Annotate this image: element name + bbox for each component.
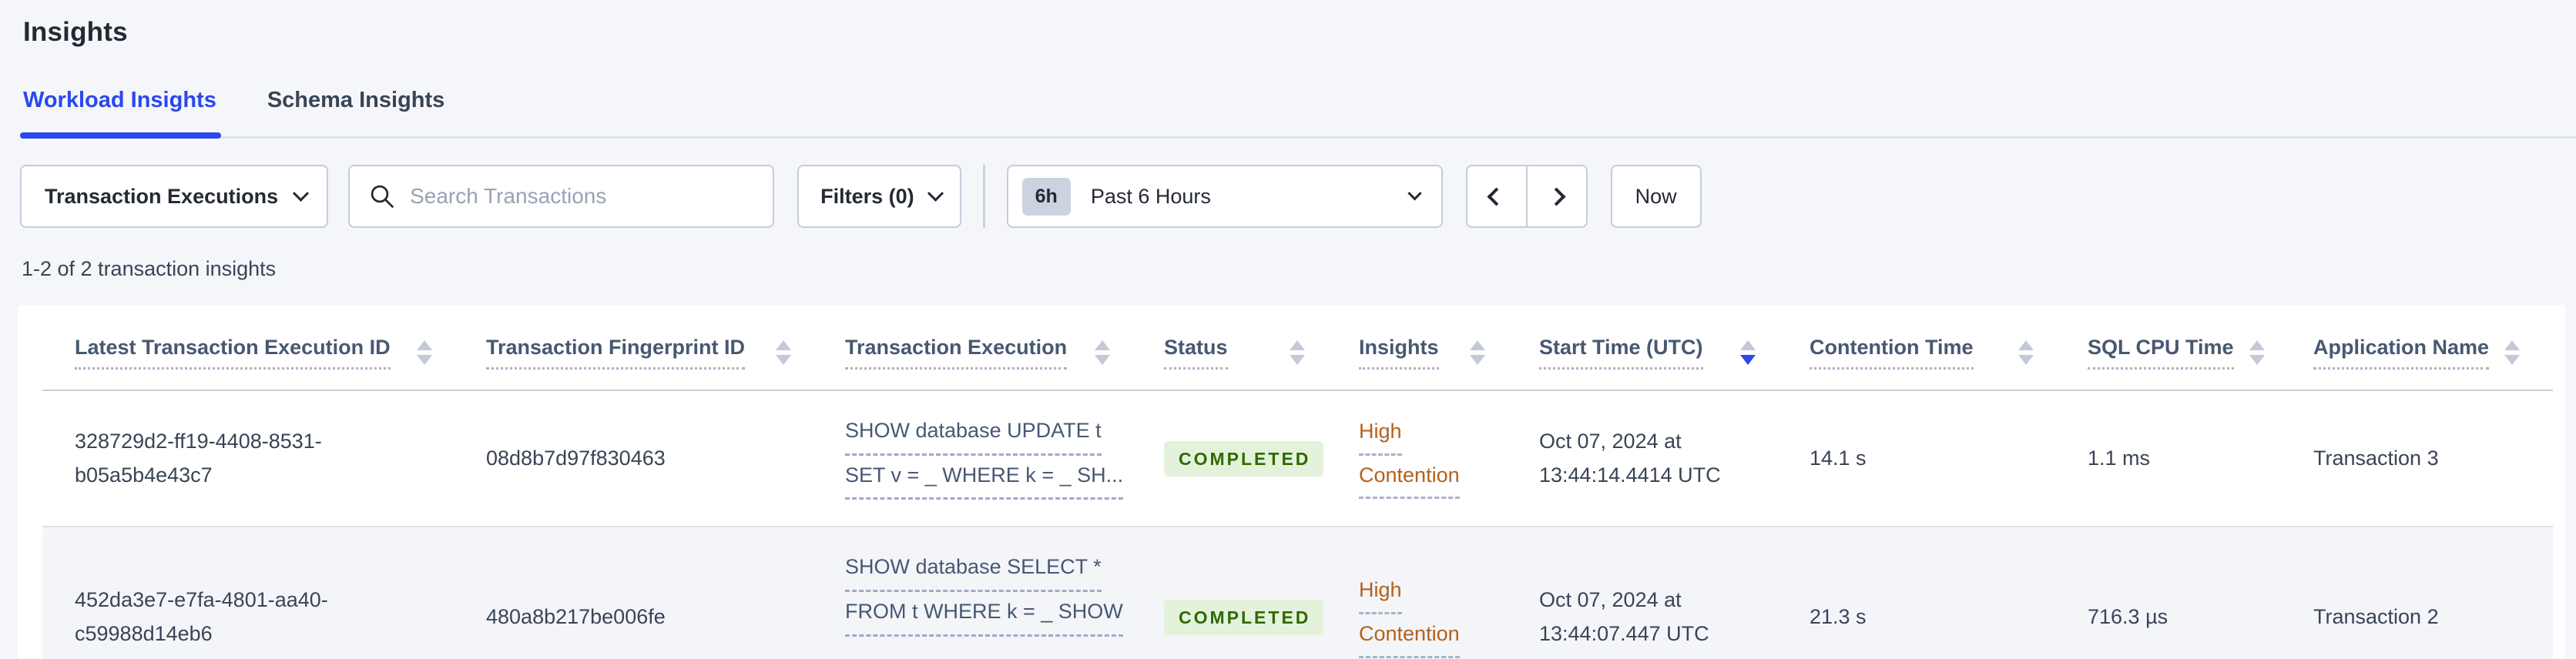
search-input[interactable] — [410, 184, 755, 209]
status-badge: COMPLETED — [1164, 600, 1324, 636]
report-type-dropdown-label: Transaction Executions — [45, 184, 279, 208]
next-time-button[interactable] — [1525, 165, 1588, 228]
time-range-picker[interactable]: 6h Past 6 Hours — [1006, 165, 1443, 228]
time-pager — [1465, 165, 1588, 228]
chevron-right-icon — [1547, 186, 1566, 206]
chevron-down-icon — [292, 185, 310, 202]
column-header-status[interactable]: Status — [1164, 305, 1359, 391]
status-cell: COMPLETED — [1164, 390, 1359, 527]
execution-id-cell: 452da3e7-e7fa-4801-aa40-c59988d14eb6 — [75, 588, 328, 646]
search-box[interactable] — [348, 165, 775, 228]
tab-schema-insights[interactable]: Schema Insights — [267, 88, 444, 139]
start-time-line: 13:44:14.4414 UTC — [1539, 463, 1721, 487]
sql-cpu-time-cell: 1.1 ms — [2088, 446, 2151, 470]
column-label: Status — [1164, 336, 1228, 370]
tab-schema-insights-label: Schema Insights — [267, 88, 445, 112]
status-cell: COMPLETED — [1164, 527, 1359, 659]
transaction-execution-link[interactable]: SET v = _ WHERE k = _ SH... — [845, 459, 1124, 500]
sort-icon[interactable] — [776, 340, 791, 365]
insight-link[interactable]: Contention — [1359, 459, 1460, 500]
chevron-left-icon — [1487, 186, 1506, 206]
start-time-cell: Oct 07, 2024 at 13:44:07.447 UTC — [1539, 527, 1810, 659]
filters-button[interactable]: Filters (0) — [797, 165, 961, 228]
start-time-cell: Oct 07, 2024 at 13:44:14.4414 UTC — [1539, 390, 1810, 527]
column-header-contention-time[interactable]: Contention Time — [1810, 305, 2088, 391]
results-count: 1-2 of 2 transaction insights — [22, 257, 277, 280]
column-label: Start Time (UTC) — [1539, 336, 1703, 370]
start-time-line: 13:44:07.447 UTC — [1539, 622, 1709, 646]
transaction-execution-link[interactable]: FROM t WHERE k = _ SHOW — [845, 595, 1123, 637]
tab-workload-insights[interactable]: Workload Insights — [20, 88, 221, 139]
toolbar-divider — [982, 165, 985, 228]
table-row: 328729d2-ff19-4408-8531-b05a5b4e43c7 08d… — [42, 390, 2553, 527]
sort-icon[interactable] — [1095, 340, 1110, 365]
column-label: Application Name — [2313, 336, 2490, 370]
page-title: Insights — [23, 17, 128, 47]
sort-icon[interactable] — [2018, 340, 2034, 365]
start-time-line: Oct 07, 2024 at — [1539, 588, 1682, 612]
column-label: Insights — [1359, 336, 1439, 370]
insights-cell: High Contention — [1359, 390, 1539, 527]
table-row: 452da3e7-e7fa-4801-aa40-c59988d14eb6 480… — [42, 527, 2553, 659]
sort-icon[interactable] — [1290, 340, 1305, 365]
insight-link[interactable]: High — [1359, 415, 1402, 456]
column-label: Transaction Fingerprint ID — [486, 336, 746, 370]
tab-bar: Workload Insights Schema Insights — [0, 88, 2576, 139]
column-header-latest-transaction-execution-id[interactable]: Latest Transaction Execution ID — [42, 305, 486, 391]
chevron-down-icon — [927, 185, 944, 202]
filters-button-label: Filters (0) — [820, 184, 914, 208]
sort-icon[interactable] — [1470, 340, 1485, 365]
column-label: Latest Transaction Execution ID — [75, 336, 391, 370]
now-button[interactable]: Now — [1610, 165, 1702, 228]
sort-icon-descending-active[interactable] — [1740, 340, 1756, 365]
prev-time-button[interactable] — [1465, 165, 1528, 228]
application-name-cell: Transaction 2 — [2313, 605, 2439, 629]
insight-link[interactable]: High — [1359, 574, 1402, 615]
sort-icon[interactable] — [417, 340, 432, 365]
now-button-label: Now — [1635, 184, 1677, 208]
application-name-cell: Transaction 3 — [2313, 446, 2439, 470]
column-header-transaction-fingerprint-id[interactable]: Transaction Fingerprint ID — [486, 305, 845, 391]
sql-cpu-time-cell: 716.3 µs — [2088, 605, 2168, 629]
transaction-execution-link[interactable]: SHOW database UPDATE t — [845, 414, 1102, 456]
transaction-execution-cell: SHOW database UPDATE t SET v = _ WHERE k… — [845, 390, 1164, 527]
column-header-application-name[interactable]: Application Name — [2313, 305, 2553, 391]
start-time-line: Oct 07, 2024 at — [1539, 430, 1682, 453]
status-badge: COMPLETED — [1164, 440, 1324, 477]
insights-table-card: Latest Transaction Execution ID Transact… — [18, 305, 2565, 659]
column-header-insights[interactable]: Insights — [1359, 305, 1539, 391]
column-header-transaction-execution[interactable]: Transaction Execution — [845, 305, 1164, 391]
execution-id-cell: 328729d2-ff19-4408-8531-b05a5b4e43c7 — [75, 430, 322, 487]
time-range-badge: 6h — [1021, 177, 1071, 216]
time-range-label: Past 6 Hours — [1090, 184, 1211, 208]
table-header-row: Latest Transaction Execution ID Transact… — [42, 305, 2553, 391]
fingerprint-id-cell: 08d8b7d97f830463 — [486, 446, 666, 470]
sort-icon[interactable] — [2504, 340, 2521, 365]
insights-cell: High Contention — [1359, 527, 1539, 659]
contention-time-cell: 14.1 s — [1810, 446, 1867, 470]
transaction-execution-cell: SHOW database SELECT * FROM t WHERE k = … — [845, 527, 1164, 659]
column-header-sql-cpu-time[interactable]: SQL CPU Time — [2088, 305, 2313, 391]
chevron-down-icon — [1407, 186, 1422, 200]
tab-track — [20, 136, 2576, 139]
search-icon — [371, 185, 394, 208]
column-label: Contention Time — [1810, 336, 1974, 370]
contention-time-cell: 21.3 s — [1810, 605, 1867, 629]
column-label: SQL CPU Time — [2088, 336, 2234, 370]
column-label: Transaction Execution — [845, 336, 1068, 370]
insight-link[interactable]: Contention — [1359, 617, 1460, 658]
insights-table: Latest Transaction Execution ID Transact… — [42, 305, 2553, 659]
toolbar: Transaction Executions Filters (0) 6h Pa… — [20, 165, 2576, 228]
column-header-start-time[interactable]: Start Time (UTC) — [1539, 305, 1810, 391]
report-type-dropdown[interactable]: Transaction Executions — [20, 165, 329, 228]
transaction-execution-link[interactable]: SHOW database SELECT * — [845, 550, 1102, 593]
transaction-execution-link[interactable]: ... — [845, 640, 863, 659]
tab-workload-insights-label: Workload Insights — [23, 88, 216, 112]
sort-icon[interactable] — [2249, 340, 2265, 365]
active-tab-underline — [20, 132, 221, 139]
fingerprint-id-cell: 480a8b217be006fe — [486, 605, 666, 629]
